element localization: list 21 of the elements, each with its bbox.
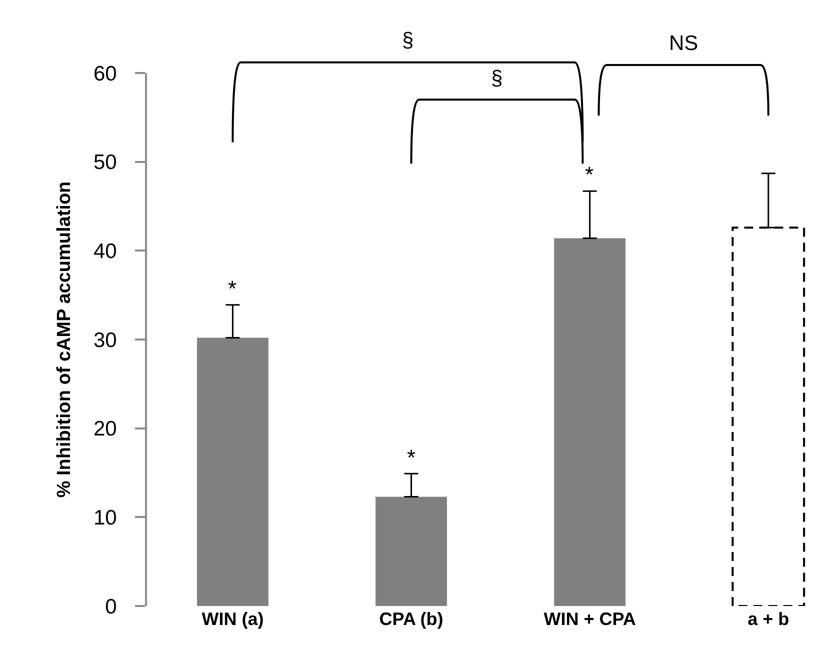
y-tick-label: 30 (93, 328, 117, 352)
x-tick-label: CPA (b) (379, 609, 444, 629)
y-tick-label: 20 (93, 418, 117, 441)
bar (196, 338, 268, 606)
y-axis-title: % Inhibition of cAMP accumulation (54, 181, 75, 498)
text: § (402, 29, 414, 52)
y-tick-label: 40 (93, 240, 117, 264)
annotation: § (491, 67, 503, 90)
bar (554, 238, 626, 606)
y-tick-label: 50 (93, 151, 117, 174)
x-tick-label: WIN + CPA (544, 609, 636, 629)
y-tick-label: 0 (105, 595, 117, 618)
annotation: * (228, 276, 237, 301)
x-tick-label: a + b (748, 609, 790, 629)
x-tick-label: WIN (a) (202, 609, 264, 629)
annotation: * (585, 162, 594, 187)
y-tick-label: 10 (93, 506, 117, 530)
annotation: * (407, 445, 416, 470)
y-tick-label: 60 (93, 62, 117, 86)
text: NS (669, 32, 698, 55)
bar (376, 496, 447, 606)
